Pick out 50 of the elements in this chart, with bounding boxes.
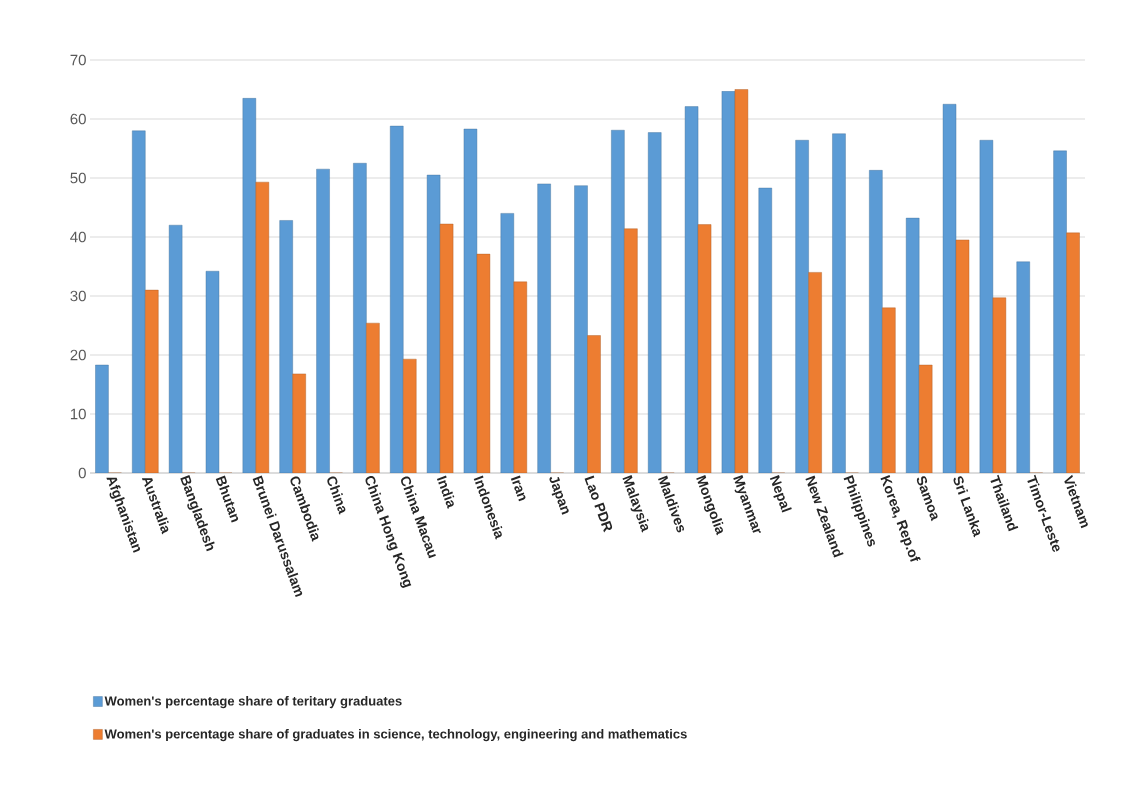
bar xyxy=(95,364,109,473)
y-tick-label: 70 xyxy=(70,54,86,66)
bar xyxy=(758,187,772,473)
bar xyxy=(500,213,514,473)
bar xyxy=(574,185,588,473)
bar xyxy=(292,373,306,473)
y-tick-label: 60 xyxy=(70,113,86,125)
x-tick-label: Japan xyxy=(549,476,569,515)
bar xyxy=(279,220,293,473)
bar xyxy=(611,130,625,473)
bar xyxy=(537,183,551,473)
bar xyxy=(132,130,146,473)
y-tick-label: 40 xyxy=(70,231,86,243)
x-tick-label: Samoa xyxy=(916,476,938,522)
bar xyxy=(1016,261,1030,473)
y-tick-label: 30 xyxy=(70,290,86,302)
bar xyxy=(905,217,920,473)
bar xyxy=(918,364,933,473)
x-tick-label: Iran xyxy=(510,475,526,502)
y-tick-label: 10 xyxy=(70,408,86,420)
x-tick-label: India xyxy=(436,475,455,509)
bar xyxy=(513,281,527,473)
x-tick-label: China xyxy=(327,476,346,515)
bar xyxy=(242,98,257,473)
y-tick-label: 50 xyxy=(70,172,86,184)
bar xyxy=(648,132,662,473)
bar xyxy=(869,170,883,473)
x-tick-label: Sri Lanka xyxy=(953,476,981,538)
x-tick-label: Bhutan xyxy=(215,475,239,523)
bar xyxy=(795,140,809,473)
bar xyxy=(403,358,417,473)
bar xyxy=(832,133,846,473)
x-tick-label: Nepal xyxy=(769,475,792,513)
bar xyxy=(624,228,638,473)
bar xyxy=(366,322,380,473)
legend-label: Women's percentage share of teritary graduates xyxy=(104,696,402,709)
bar xyxy=(316,168,330,473)
bar xyxy=(808,272,822,473)
bar xyxy=(1053,150,1067,473)
bar xyxy=(255,181,270,473)
y-tick-label: 20 xyxy=(70,349,86,361)
bar xyxy=(390,125,404,473)
y-tick-label: 0 xyxy=(78,467,86,479)
legend-label: Women's percentage share of graduates in science, technology, engineering and mathematics xyxy=(104,728,687,742)
bar xyxy=(587,335,601,473)
bar xyxy=(1066,232,1080,473)
bar xyxy=(145,289,159,473)
x-tick-label: Lao PDR xyxy=(584,475,613,533)
bar xyxy=(353,163,367,473)
bar xyxy=(882,307,896,473)
